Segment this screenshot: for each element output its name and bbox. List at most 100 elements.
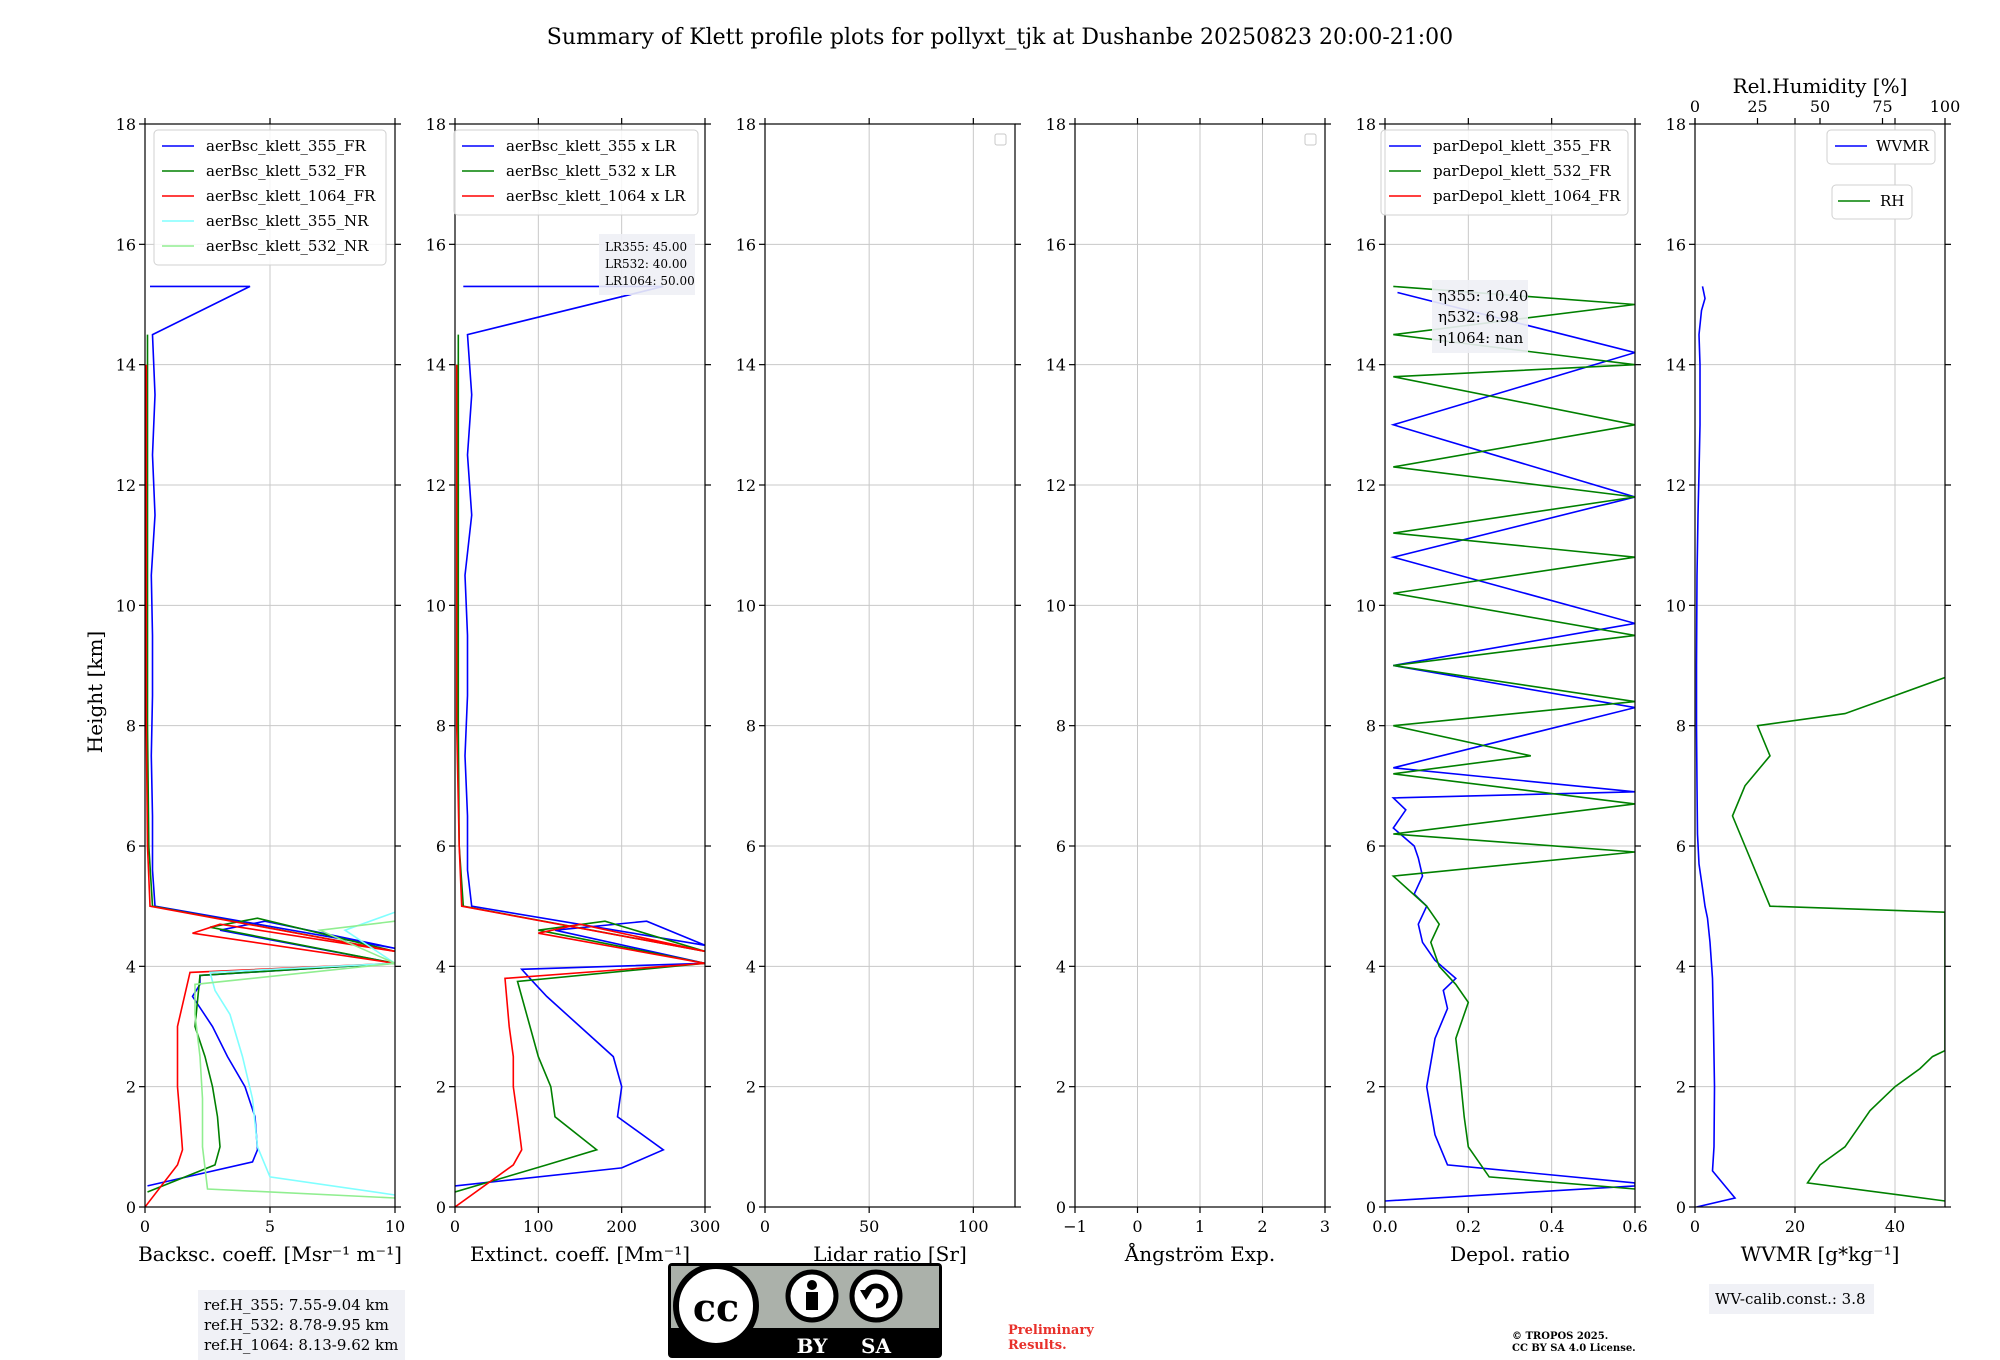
y-tick-label: 8: [1676, 717, 1686, 736]
x-tick-label: 0: [760, 1217, 770, 1236]
series-line-WVMR: [1695, 286, 1737, 1207]
x-tick-label: 40: [1885, 1217, 1905, 1236]
annotation-line: ref.H_1064: 8.13-9.62 km: [204, 1336, 398, 1354]
y-tick-label: 10: [426, 596, 446, 615]
legend-label: RH: [1880, 192, 1904, 210]
cc-mark: cc: [693, 1285, 739, 1330]
legend: parDepol_klett_355_FR parDepol_klett_532_…: [1380, 129, 1629, 216]
y-tick-label: 2: [1366, 1078, 1376, 1097]
legend-label: parDepol_klett_532_FR: [1433, 162, 1611, 180]
y-axis-label: Height [km]: [83, 631, 107, 753]
y-tick-label: 8: [1056, 717, 1066, 736]
x-tick-label: 5: [265, 1217, 275, 1236]
series-line-aerBsc_klett_355 x LR: [455, 285, 705, 1187]
legend-label: aerBsc_klett_532 x LR: [506, 162, 677, 180]
x2-axis-label: Rel.Humidity [%]: [1733, 74, 1908, 98]
x-axis-label: Ångström Exp.: [1124, 1241, 1275, 1266]
x2-tick-label: 0: [1690, 97, 1700, 116]
series-line-parDepol_klett_532_FR: [1391, 285, 1635, 1190]
legend-box-wvmr: [1826, 129, 1936, 165]
series-line-aerBsc_klett_532_NR: [194, 920, 395, 1199]
y-tick-label: 6: [1056, 837, 1066, 856]
y-tick-label: 14: [736, 356, 756, 375]
annotation-line: ref.H_355: 7.55-9.04 km: [204, 1296, 389, 1314]
y-tick-label: 14: [1356, 356, 1376, 375]
y-tick-label: 12: [1046, 476, 1066, 495]
x-axis-label: Depol. ratio: [1450, 1242, 1570, 1266]
y-tick-label: 0: [746, 1198, 756, 1217]
legend-label: aerBsc_klett_355_FR: [206, 137, 366, 155]
y-tick-label: 2: [1056, 1078, 1066, 1097]
cc-by-sa-badge: cc BY SA: [668, 1263, 942, 1358]
y-tick-label: 0: [1056, 1198, 1066, 1217]
annotation-bg: [599, 234, 695, 295]
y-tick-label: 18: [116, 115, 136, 134]
copyright-line2: CC BY SA 4.0 License.: [1512, 1343, 1636, 1354]
y-tick-label: 12: [426, 476, 446, 495]
x-tick-label: 100: [523, 1217, 554, 1236]
x-axis-label: Lidar ratio [Sr]: [813, 1242, 967, 1266]
x-tick-label: 3: [1320, 1217, 1330, 1236]
y-tick-label: 0: [1366, 1198, 1376, 1217]
y-tick-label: 16: [1046, 235, 1066, 254]
annotation-line: ref.H_532: 8.78-9.95 km: [204, 1316, 389, 1334]
annotation-bg: [198, 1290, 405, 1360]
x-axis-label: Backsc. coeff. [Msr⁻¹ m⁻¹]: [138, 1242, 402, 1266]
panel-5: 0 2 4 6 8 10 12 14 16 18 0.0 0.2 0.4 0.6 Depol. ratio p…: [1356, 115, 1648, 1266]
annotation-line: LR355: 45.00: [605, 240, 687, 254]
annotation-line: LR532: 40.00: [605, 257, 687, 271]
y-tick-label: 18: [1666, 115, 1686, 134]
y-tick-label: 14: [426, 356, 446, 375]
y-tick-label: 10: [1666, 596, 1686, 615]
x-tick-label: 2: [1257, 1217, 1267, 1236]
y-tick-label: 6: [746, 837, 756, 856]
y-tick-label: 2: [126, 1078, 136, 1097]
y-tick-label: 0: [1676, 1198, 1686, 1217]
annotation-box: WV-calib.const.: 3.8: [1709, 1284, 1874, 1314]
y-tick-label: 4: [1366, 957, 1376, 976]
cc-by-label: BY: [797, 1334, 829, 1358]
legend-label: aerBsc_klett_1064_FR: [206, 187, 376, 205]
legend-label: WVMR: [1876, 137, 1930, 155]
x-tick-label: 0: [140, 1217, 150, 1236]
x2-tick-label: 50: [1810, 97, 1830, 116]
y-tick-label: 10: [736, 596, 756, 615]
legend-label: aerBsc_klett_355_NR: [206, 212, 369, 230]
annotation-bg: [1709, 1284, 1874, 1314]
annotation-line: WV-calib.const.: 3.8: [1715, 1290, 1866, 1308]
y-tick-label: 18: [1356, 115, 1376, 134]
x-tick-label: −1: [1063, 1217, 1087, 1236]
y-tick-label: 8: [436, 717, 446, 736]
y-tick-label: 6: [436, 837, 446, 856]
legend-box: [453, 129, 699, 216]
y-tick-label: 12: [1666, 476, 1686, 495]
x-tick-label: 50: [859, 1217, 879, 1236]
plot-frame: [454, 123, 706, 1208]
legend-box: [153, 129, 387, 266]
annotation-line: η355: 10.40: [1438, 287, 1528, 305]
series-line-aerBsc_klett_355_FR: [147, 285, 395, 1187]
annotation-bg: [1432, 280, 1528, 353]
cc-circle-icon: [673, 1263, 759, 1349]
annotation-line: η532: 6.98: [1438, 308, 1519, 326]
panel-1: 0 2 4 6 8 10 12 14 16 18 0 5 10 Backsc. coeff. [Msr⁻¹…: [116, 115, 405, 1360]
y-tick-label: 4: [436, 957, 446, 976]
legend-label: aerBsc_klett_355 x LR: [506, 137, 677, 155]
x-tick-label: 0: [1132, 1217, 1142, 1236]
y-tick-label: 16: [426, 235, 446, 254]
series-line-aerBsc_klett_355_NR: [208, 911, 395, 1196]
legend-box: [1380, 129, 1629, 216]
legend-label: parDepol_klett_355_FR: [1433, 137, 1611, 155]
annotation-box: η355: 10.40 η532: 6.98 η1064: nan: [1432, 280, 1528, 353]
x-axis-label: Extinct. coeff. [Mm⁻¹]: [470, 1242, 690, 1266]
y-tick-label: 14: [1046, 356, 1066, 375]
x-tick-label: 0: [450, 1217, 460, 1236]
x-tick-label: 300: [690, 1217, 721, 1236]
legend-label: parDepol_klett_1064_FR: [1433, 187, 1621, 205]
x-tick-label: 1: [1195, 1217, 1205, 1236]
preliminary-note-line1: Preliminary: [1008, 1323, 1094, 1338]
x-tick-label: 0.0: [1372, 1217, 1397, 1236]
legend: aerBsc_klett_355 x LR aerBsc_klett_532 x …: [453, 129, 699, 216]
